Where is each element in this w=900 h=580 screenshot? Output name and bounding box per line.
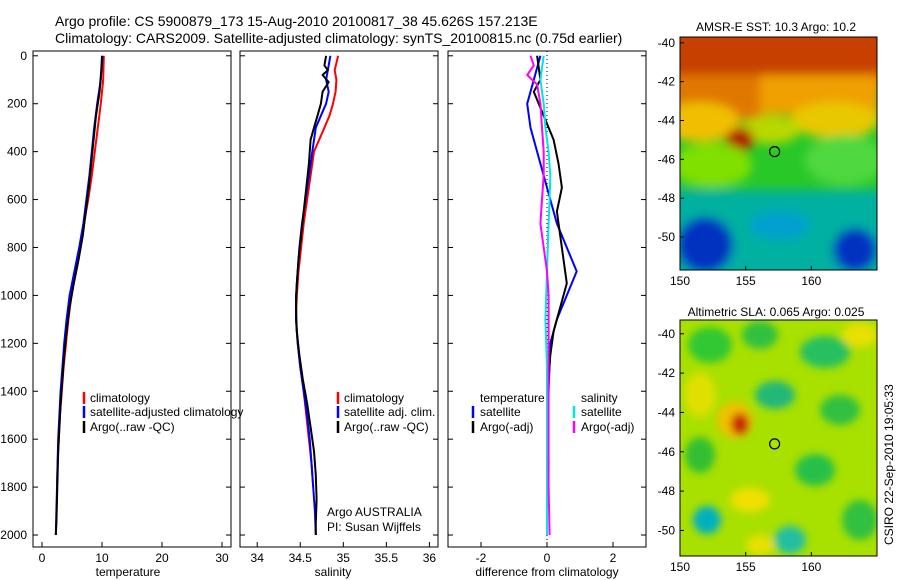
legend-header-salinity: salinity [581,391,618,405]
salinity-xlabel: salinity [315,565,352,579]
pi-annotation: PI: Susan Wijffels [327,520,421,534]
legend-label-argo: Argo(..raw -QC) [344,420,429,434]
y-tick-label: 1600 [0,432,27,446]
figure-title-line1: Argo profile: CS 5900879_173 15-Aug-2010… [55,13,538,29]
map-x-tick-label: 155 [736,560,756,574]
series-line-temperature-argo-adj- [532,55,568,535]
temperature-legend: climatology satellite-adjusted climatolo… [82,391,243,434]
legend-label-climatology: climatology [90,391,150,405]
series-line-salinity-argo-adj- [526,55,551,536]
y-tick-label: 800 [7,240,27,254]
temperature-axes-frame [32,50,232,548]
x-tick-label: 2 [610,551,617,565]
series-line-salinity-satellite [539,55,552,535]
x-tick-label: 34 [251,551,265,565]
y-tick-label: 1000 [0,288,27,302]
x-tick-label: 35.5 [375,551,399,565]
map-x-tick-label: 160 [801,274,821,288]
x-tick-label: -2 [476,551,487,565]
sla-argo-location-marker [768,438,781,450]
map-x-tick-label: 160 [801,560,821,574]
x-tick-label: 36 [423,551,437,565]
map-x-tick-label: 150 [670,274,690,288]
legend-label-temp-argo: Argo(-adj) [480,420,533,434]
y-tick-label: 1200 [0,336,27,350]
legend-label-satellite: satellite-adjusted climatology [90,405,243,419]
salinity-panel: 34 34.5 35 35.5 36 salinity climatology sate… [239,50,439,579]
sst-heatmap [680,37,877,270]
series-line-argo-raw-qc- [54,55,103,536]
map-y-tick-label: -44 [658,113,676,127]
x-tick-label: 30 [215,551,229,565]
y-tick-label: 1400 [0,384,27,398]
y-tick-label: 0 [20,49,27,63]
map-y-tick-label: -46 [658,445,676,459]
map-y-tick-label: -40 [658,327,676,341]
temperature-xlabel: temperature [96,565,161,579]
sst-axes-frame [679,36,878,271]
y-tick-label: 600 [7,193,27,207]
y-tick-label: 200 [7,97,27,111]
series-line-argo-raw-qc- [295,55,330,535]
timestamp-label: CSIRO 22-Sep-2010 19:05:33 [882,384,896,545]
sla-heatmap [680,320,877,556]
map-x-tick-label: 155 [736,274,756,288]
legend-label-sal-satellite: satellite [581,405,622,419]
x-tick-label: 34.5 [289,551,313,565]
legend-label-sal-argo: Argo(-adj) [581,420,634,434]
legend-header-temperature: temperature [480,391,545,405]
legend-label-climatology: climatology [344,391,404,405]
sla-map-panel: Altimetric SLA: 0.065 Argo: 0.025 [658,305,878,574]
map-x-tick-label: 150 [670,560,690,574]
x-tick-label: 35 [337,551,351,565]
legend-label-temp-satellite: satellite [480,405,521,419]
series-line-temperature-satellite [526,55,578,535]
map-y-tick-label: -46 [658,152,676,166]
legend-label-argo: Argo(..raw -QC) [90,420,175,434]
sst-map-panel: AMSR-E SST: 10.3 Argo: 10.2 150 155 160- [658,20,878,288]
temperature-panel: 0 10 20 30 0 200 400 600 800 1000 1200 1400 1600 1800… [0,49,243,579]
x-tick-label: 0 [544,551,551,565]
x-tick-label: 20 [155,551,169,565]
figure-title-line2: Climatology: CARS2009. Satellite-adjuste… [55,30,622,46]
map-y-tick-label: -44 [658,405,676,419]
sst-map-title: AMSR-E SST: 10.3 Argo: 10.2 [696,20,856,34]
difference-xlabel: difference from climatology [475,565,618,579]
x-tick-label: 0 [39,551,46,565]
map-y-tick-label: -50 [658,230,676,244]
salinity-axes-frame [239,50,439,548]
sla-map-title: Altimetric SLA: 0.065 Argo: 0.025 [688,305,865,319]
sst-argo-location-marker [768,146,781,158]
map-y-tick-label: -50 [658,523,676,537]
legend-label-satellite: satellite adj. clim. [344,405,435,419]
map-y-tick-label: -42 [658,75,676,89]
salinity-legend: climatology satellite adj. clim. Argo(..… [336,391,435,434]
y-tick-label: 1800 [0,480,27,494]
map-y-tick-label: -48 [658,191,676,205]
difference-panel: -2 0 2 difference from climatology tempera… [447,50,647,579]
difference-legend: temperature salinity satellite Argo(-adj… [471,391,634,434]
y-tick-label: 400 [7,145,27,159]
x-tick-label: 10 [95,551,109,565]
y-tick-label: 2000 [0,528,27,542]
map-y-tick-label: -48 [658,484,676,498]
map-y-tick-label: -40 [658,36,676,50]
institution-annotation: Argo AUSTRALIA [327,505,422,519]
sla-axes-frame [679,319,878,557]
map-y-tick-label: -42 [658,366,676,380]
